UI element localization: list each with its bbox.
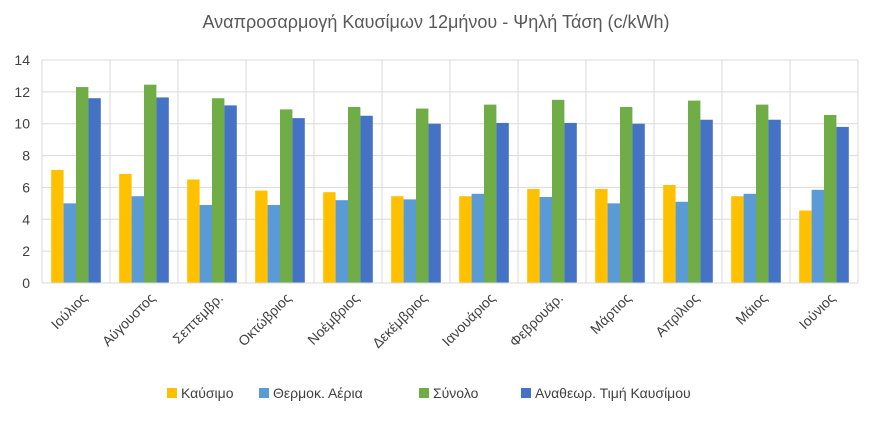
x-tick-label: Αύγουστος: [99, 290, 159, 350]
bar: [663, 185, 676, 283]
legend-swatch: [419, 388, 429, 398]
bar: [144, 84, 157, 283]
x-tick-label: Δεκέμβριος: [369, 290, 430, 351]
bar: [632, 123, 645, 283]
y-tick-label: 4: [22, 211, 30, 227]
legend-label: Καύσιμο: [181, 385, 234, 401]
bar: [688, 100, 701, 283]
bar: [539, 196, 552, 283]
bar: [348, 106, 361, 283]
bar: [224, 105, 237, 284]
bar: [199, 204, 212, 283]
bar: [156, 97, 169, 283]
x-tick-label: Απρίλιος: [652, 290, 702, 340]
x-tick-label: Μάιος: [732, 290, 770, 328]
x-tick-label: Οκτώβριος: [235, 290, 294, 349]
x-tick-label: Φεβρουάρ.: [506, 290, 566, 350]
legend-swatch: [259, 388, 269, 398]
bar: [836, 126, 849, 284]
bar: [360, 115, 373, 283]
bar: [700, 119, 713, 283]
y-tick-label: 12: [14, 84, 30, 100]
bar: [607, 203, 620, 283]
bar: [428, 123, 441, 283]
legend-label: Θερμοκ. Αέρια: [273, 385, 363, 401]
y-tick-label: 8: [22, 148, 30, 164]
bars: [51, 84, 849, 284]
legend-label: Σύνολο: [433, 385, 479, 401]
bar: [403, 199, 416, 283]
x-tick-label: Σεπτεμβρ.: [169, 290, 226, 347]
bar: [552, 99, 565, 283]
gridlines: [41, 59, 859, 284]
bar: [471, 193, 484, 283]
legend-swatch: [167, 388, 177, 398]
bar: [63, 203, 76, 283]
bar: [731, 196, 744, 283]
y-tick-label: 6: [22, 179, 30, 195]
bar: [280, 109, 293, 283]
y-tick-label: 2: [22, 243, 30, 259]
chart-title: Αναπροσαρμογή Καυσίμων 12μήνου - Ψηλή Τά…: [203, 12, 670, 32]
x-tick-label: Νοέμβριος: [304, 290, 362, 348]
bar: [768, 119, 781, 283]
bar: [527, 189, 540, 283]
y-tick-label: 14: [14, 52, 30, 68]
y-tick-label: 10: [14, 116, 30, 132]
bar: [267, 204, 280, 283]
bar: [496, 122, 509, 284]
bar: [212, 98, 225, 283]
bar: [620, 106, 633, 283]
x-axis: Ιούλιος Αύγουστος Σεπτεμβρ. Οκτώβριος Νοέμβρ…: [42, 282, 858, 351]
x-tick-label: Μάρτιος: [587, 290, 634, 337]
bar: [824, 114, 837, 283]
bar: [51, 169, 64, 283]
bar: [675, 201, 688, 283]
bar: [255, 190, 268, 283]
x-tick-label: Ιανουάριος: [439, 290, 499, 350]
bar: [131, 196, 144, 283]
y-tick-label: 0: [22, 275, 30, 291]
bar: [76, 87, 89, 283]
legend-swatch: [521, 388, 531, 398]
bar: [484, 104, 497, 283]
legend: Καύσιμο Θερμοκ. Αέρια Σύνολο Αναθεωρ. Τιμή …: [167, 385, 691, 401]
bar: [416, 108, 429, 283]
bar: [391, 196, 404, 283]
bar: [323, 192, 336, 283]
bar: [292, 118, 305, 283]
bar: [564, 122, 577, 284]
x-tick-label: Ιούνιος: [796, 290, 839, 333]
bar: [756, 104, 769, 283]
bar: [88, 98, 101, 283]
bar: [187, 179, 200, 283]
bar: [119, 173, 132, 283]
bar: [595, 189, 608, 283]
y-axis: 0 2 4 6 8 10 12 14: [14, 52, 30, 291]
legend-label: Αναθεωρ. Τιμή Καυσίμου: [535, 385, 691, 401]
bar: [335, 200, 348, 283]
x-tick-label: Ιούλιος: [48, 290, 91, 333]
bar: [811, 189, 824, 283]
bar: [459, 196, 472, 283]
bar: [743, 193, 756, 283]
bar: [799, 210, 812, 283]
